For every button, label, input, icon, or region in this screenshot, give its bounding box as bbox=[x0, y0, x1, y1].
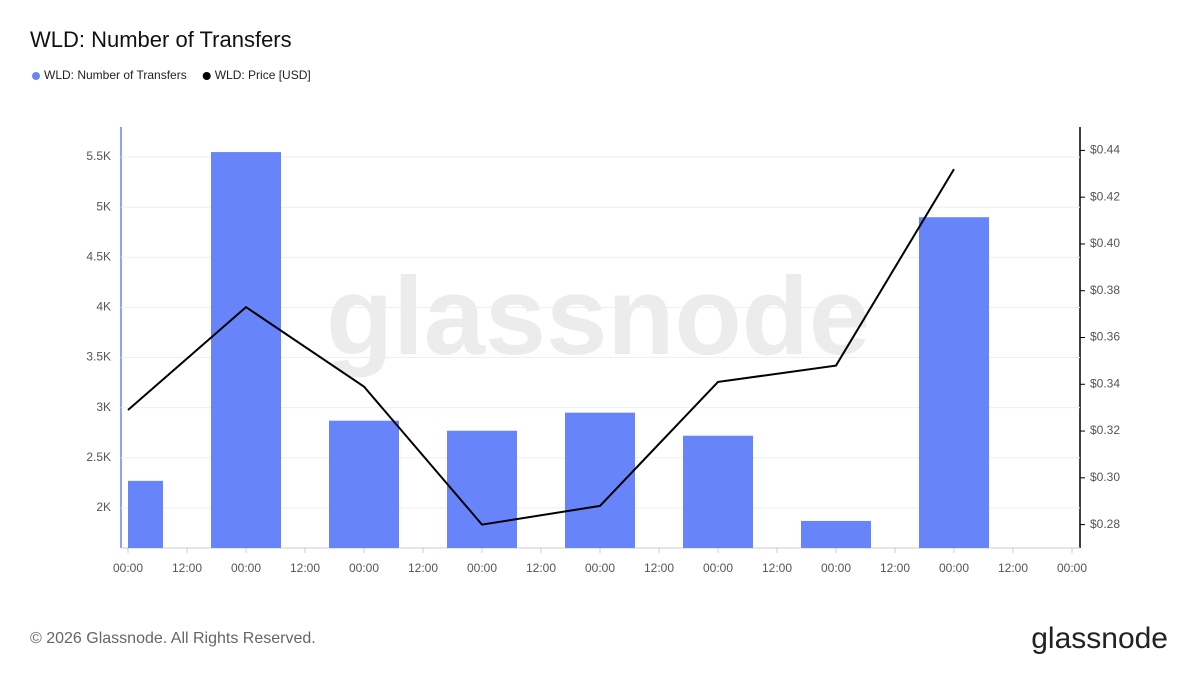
bar bbox=[801, 520, 871, 548]
x-tick-label: 00:00 bbox=[585, 561, 615, 575]
y-tick-label: 2.5K bbox=[86, 450, 111, 464]
x-tick-label: 12:00 bbox=[290, 561, 320, 575]
y-tick-label: 4.5K bbox=[86, 249, 111, 263]
y2-tick-label: $0.28 bbox=[1090, 517, 1120, 531]
watermark: glassnode bbox=[326, 255, 870, 378]
x-tick-label: 00:00 bbox=[821, 561, 851, 575]
y-tick-label: 5K bbox=[96, 199, 111, 213]
footer: © 2026 Glassnode. All Rights Reserved. bbox=[30, 630, 316, 647]
y-tick-label: 3K bbox=[96, 400, 111, 414]
y-tick-label: 2K bbox=[96, 500, 111, 514]
x-tick-label: 00:00 bbox=[467, 561, 497, 575]
x-tick-label: 12:00 bbox=[408, 561, 438, 575]
y2-tick-label: $0.32 bbox=[1090, 423, 1120, 437]
x-tick-label: 00:00 bbox=[1057, 561, 1087, 575]
y2-tick-label: $0.36 bbox=[1090, 330, 1120, 344]
x-tick-label: 12:00 bbox=[172, 561, 202, 575]
x-tick-label: 00:00 bbox=[113, 561, 143, 575]
y-tick-label: 3.5K bbox=[86, 350, 111, 364]
y2-tick-label: $0.40 bbox=[1090, 236, 1120, 250]
legend-label: WLD: Number of Transfers bbox=[44, 68, 187, 82]
bar bbox=[211, 152, 281, 549]
price-line bbox=[127, 168, 955, 526]
logo: glassnode bbox=[1031, 622, 1168, 655]
x-tick-label: 00:00 bbox=[703, 561, 733, 575]
bar bbox=[683, 435, 753, 548]
y2-tick-label: $0.30 bbox=[1090, 470, 1120, 484]
bar bbox=[447, 430, 517, 548]
x-tick-label: 12:00 bbox=[998, 561, 1028, 575]
bar bbox=[919, 217, 989, 548]
y2-tick-label: $0.34 bbox=[1090, 376, 1120, 390]
legend-marker bbox=[202, 72, 211, 80]
bar bbox=[329, 420, 399, 548]
y2-tick-label: $0.38 bbox=[1090, 283, 1120, 297]
y2-tick-label: $0.42 bbox=[1090, 189, 1120, 203]
chart-title: WLD: Number of Transfers bbox=[30, 27, 292, 52]
x-tick-label: 00:00 bbox=[939, 561, 969, 575]
legend-label: WLD: Price [USD] bbox=[215, 68, 311, 82]
x-tick-label: 12:00 bbox=[644, 561, 674, 575]
y2-tick-label: $0.44 bbox=[1090, 143, 1120, 157]
x-tick-label: 12:00 bbox=[762, 561, 792, 575]
bar bbox=[128, 480, 163, 548]
y-tick-label: 4K bbox=[96, 300, 111, 314]
legend-marker bbox=[32, 72, 40, 80]
x-tick-label: 12:00 bbox=[526, 561, 556, 575]
y-tick-label: 5.5K bbox=[86, 149, 111, 163]
x-tick-label: 12:00 bbox=[880, 561, 910, 575]
x-tick-label: 00:00 bbox=[349, 561, 379, 575]
x-tick-label: 00:00 bbox=[231, 561, 261, 575]
